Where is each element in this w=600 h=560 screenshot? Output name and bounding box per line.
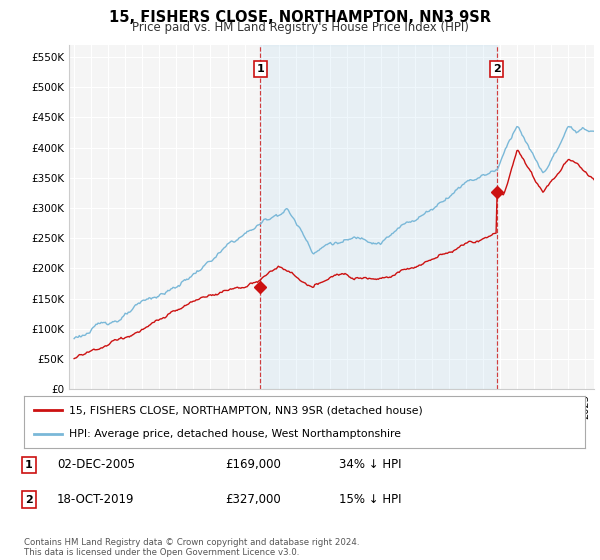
Text: 2: 2 xyxy=(493,64,500,74)
Text: 1: 1 xyxy=(256,64,264,74)
Text: HPI: Average price, detached house, West Northamptonshire: HPI: Average price, detached house, West… xyxy=(69,429,401,439)
Text: 34% ↓ HPI: 34% ↓ HPI xyxy=(339,458,401,472)
Text: 15% ↓ HPI: 15% ↓ HPI xyxy=(339,493,401,506)
Text: £169,000: £169,000 xyxy=(225,458,281,472)
Bar xyxy=(260,45,497,389)
Text: Contains HM Land Registry data © Crown copyright and database right 2024.
This d: Contains HM Land Registry data © Crown c… xyxy=(24,538,359,557)
Text: 15, FISHERS CLOSE, NORTHAMPTON, NN3 9SR (detached house): 15, FISHERS CLOSE, NORTHAMPTON, NN3 9SR … xyxy=(69,405,422,416)
Text: 1: 1 xyxy=(25,460,32,470)
Text: 2: 2 xyxy=(25,494,32,505)
Text: 02-DEC-2005: 02-DEC-2005 xyxy=(57,458,135,472)
Text: Price paid vs. HM Land Registry's House Price Index (HPI): Price paid vs. HM Land Registry's House … xyxy=(131,21,469,34)
Text: 18-OCT-2019: 18-OCT-2019 xyxy=(57,493,134,506)
Text: £327,000: £327,000 xyxy=(225,493,281,506)
Text: 15, FISHERS CLOSE, NORTHAMPTON, NN3 9SR: 15, FISHERS CLOSE, NORTHAMPTON, NN3 9SR xyxy=(109,10,491,25)
